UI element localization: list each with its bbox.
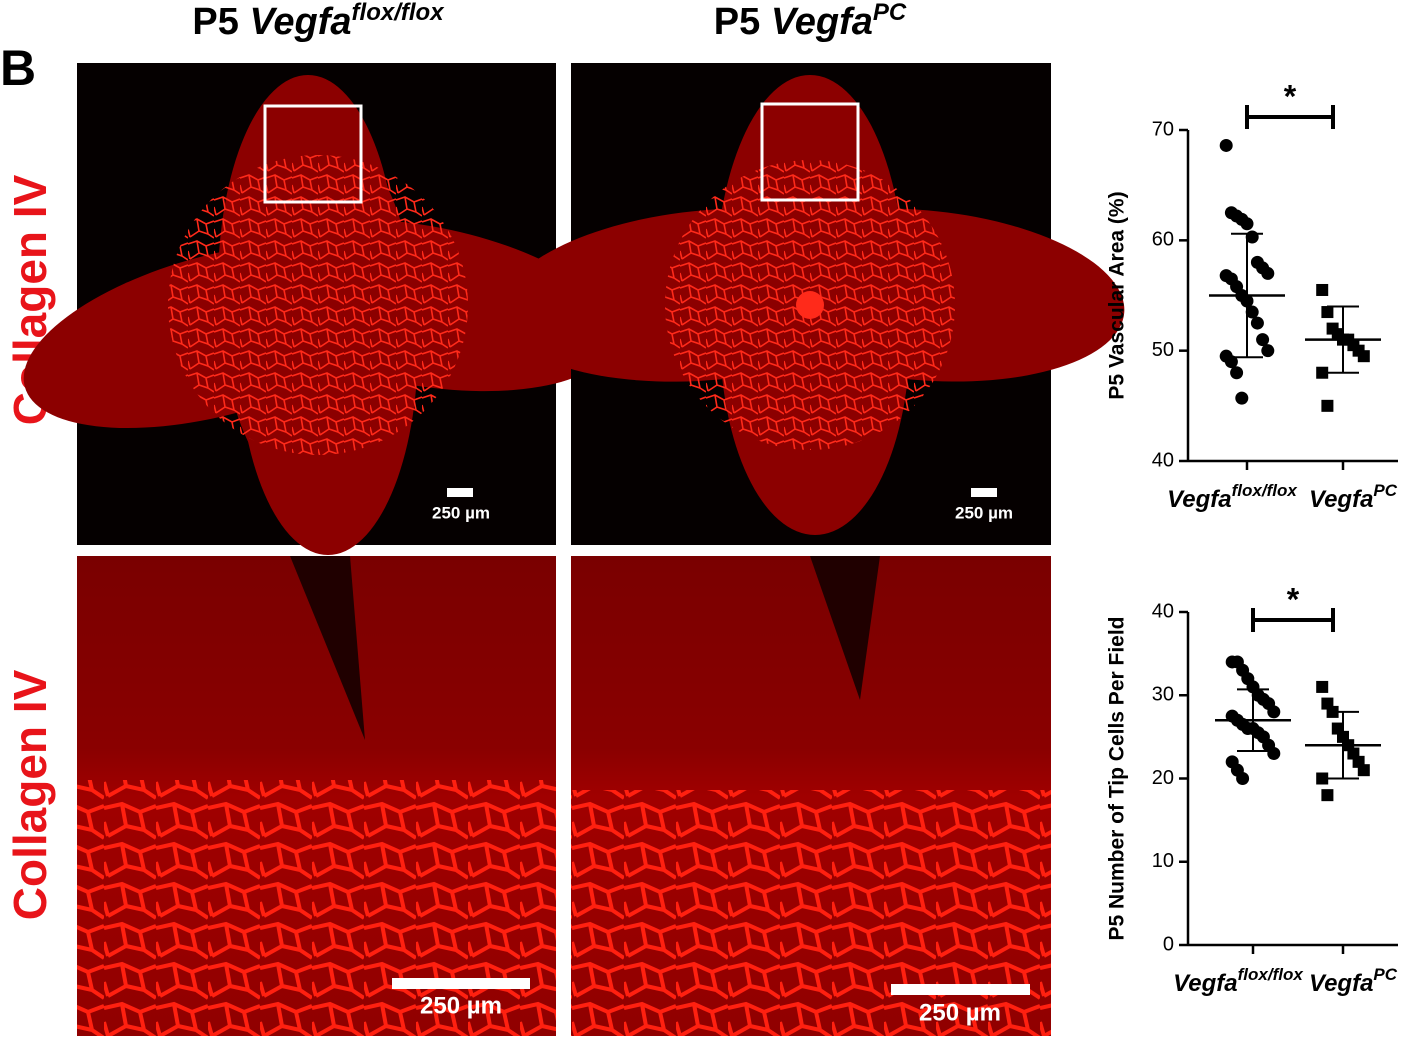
data-point <box>1316 772 1329 785</box>
micrograph: 250 µm <box>77 556 556 1036</box>
y-tick-label: 0 <box>1163 933 1174 955</box>
panel-label: B <box>0 40 36 96</box>
data-point <box>1267 705 1281 719</box>
y-axis-label: P5 Vascular Area (%) <box>1106 191 1129 399</box>
x-tick-label: Vegfaflox/flox <box>1167 481 1298 513</box>
data-point <box>1316 283 1329 296</box>
data-point <box>1224 355 1238 369</box>
category-name: Vegfa <box>1173 970 1237 997</box>
column-header: P5 Vegfaflox/flox <box>192 0 445 43</box>
data-point <box>1236 772 1250 785</box>
category-name: Vegfa <box>1309 486 1373 513</box>
scale-bar-label: 250 µm <box>955 503 1013 522</box>
data-point <box>1267 747 1281 761</box>
category-name: Vegfa <box>1167 486 1231 513</box>
significance-mark: * <box>1284 78 1297 114</box>
data-point <box>1357 764 1370 777</box>
category-superscript: flox/flox <box>1232 481 1299 500</box>
y-tick-label: 40 <box>1152 600 1174 622</box>
data-point <box>1261 266 1275 280</box>
y-tick-label: 60 <box>1152 229 1174 251</box>
category-superscript: PC <box>1373 965 1397 984</box>
data-point <box>1245 305 1259 319</box>
data-point <box>1316 680 1329 693</box>
micrograph: 250 µm <box>500 63 1125 545</box>
y-tick-label: 40 <box>1152 449 1174 471</box>
x-tick-label: Vegfaflox/flox <box>1173 965 1304 997</box>
data-point <box>1219 138 1233 152</box>
y-axis-label: P5 Number of Tip Cells Per Field <box>1106 616 1129 940</box>
data-point <box>1261 344 1275 358</box>
scale-bar-label: 250 µm <box>432 503 490 522</box>
scale-bar-label: 250 µm <box>420 992 502 1019</box>
column-header: P5 VegfaPC <box>714 0 907 43</box>
data-point <box>1230 366 1244 380</box>
data-point <box>1357 350 1370 363</box>
category-name: Vegfa <box>1309 970 1373 997</box>
y-tick-label: 30 <box>1152 684 1174 706</box>
data-point <box>1316 366 1329 379</box>
data-point <box>1240 217 1254 231</box>
micrograph: 250 µm <box>23 63 616 555</box>
data-point <box>1256 333 1270 347</box>
data-point <box>1235 391 1249 405</box>
y-tick-label: 70 <box>1152 118 1174 140</box>
significance-mark: * <box>1287 581 1300 617</box>
x-tick-label: VegfaPC <box>1309 965 1398 997</box>
y-tick-label: 20 <box>1152 767 1174 789</box>
category-superscript: flox/flox <box>1238 965 1305 984</box>
y-tick-label: 10 <box>1152 850 1174 872</box>
significance-bracket <box>1245 105 1335 129</box>
y-tick-label: 50 <box>1152 339 1174 361</box>
micrograph: 250 µm <box>571 556 1051 1036</box>
significance-bracket <box>1251 608 1335 632</box>
data-point <box>1321 306 1334 319</box>
data-point <box>1250 316 1264 330</box>
data-point <box>1321 789 1334 802</box>
scale-bar-label: 250 µm <box>919 999 1001 1026</box>
row-label: Collagen IV <box>4 669 56 920</box>
x-tick-label: VegfaPC <box>1309 481 1398 513</box>
category-superscript: PC <box>1373 481 1397 500</box>
data-point <box>1321 399 1334 412</box>
